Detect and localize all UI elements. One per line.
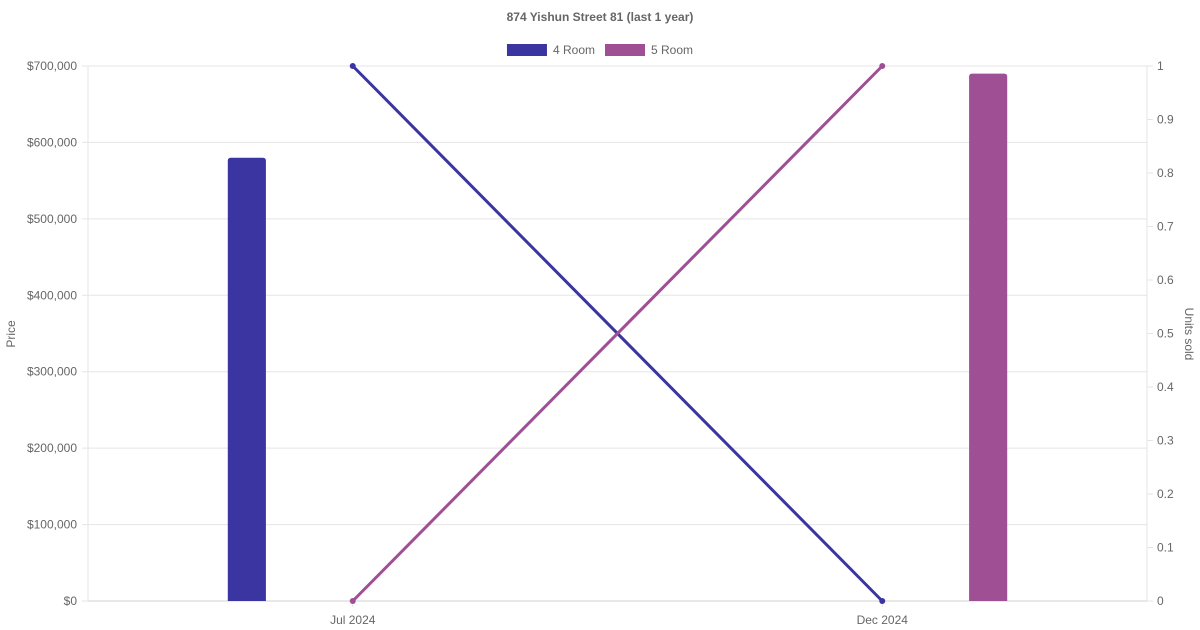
legend-swatch bbox=[506, 44, 547, 56]
y2-tick-label: 0.7 bbox=[1157, 220, 1174, 234]
line-series bbox=[349, 63, 886, 604]
y-tick-label: $100,000 bbox=[27, 518, 77, 532]
legend-swatch bbox=[605, 44, 645, 56]
y2-tick-label: 0.9 bbox=[1157, 113, 1174, 127]
bar-4-room[interactable] bbox=[227, 157, 266, 601]
y2-tick-label: 0.3 bbox=[1157, 434, 1174, 448]
point-4-room[interactable] bbox=[879, 598, 886, 604]
y2-tick-label: 1 bbox=[1157, 59, 1164, 73]
y2-tick-label: 0.2 bbox=[1157, 487, 1174, 501]
point-5-room[interactable] bbox=[349, 598, 356, 604]
legend-label: 4 Room bbox=[553, 43, 595, 57]
y2-tick-label: 0.4 bbox=[1157, 380, 1174, 394]
y-tick-label: $300,000 bbox=[27, 365, 77, 379]
y-tick-label: $500,000 bbox=[27, 212, 77, 226]
y-tick-label: $700,000 bbox=[27, 59, 77, 73]
bar-series bbox=[227, 73, 1008, 601]
bar-5-room[interactable] bbox=[969, 73, 1008, 601]
x-tick-label: Jul 2024 bbox=[330, 613, 376, 627]
y-tick-label: $600,000 bbox=[27, 135, 77, 149]
y2-axis-title: Units sold bbox=[1182, 308, 1196, 361]
point-5-room[interactable] bbox=[879, 63, 886, 69]
y2-tick-label: 0.6 bbox=[1157, 273, 1174, 287]
y2-tick-label: 0.5 bbox=[1157, 327, 1174, 341]
y-axis-title: Price bbox=[4, 320, 18, 348]
point-4-room[interactable] bbox=[349, 63, 356, 69]
x-tick-label: Dec 2024 bbox=[857, 613, 909, 627]
chart-title: 874 Yishun Street 81 (last 1 year) bbox=[507, 10, 694, 24]
y-axis-left: $0 $100,000 $200,000 $300,000 $400,000 $500,0… bbox=[27, 59, 77, 608]
legend-label: 5 Room bbox=[651, 43, 693, 57]
y2-tick-label: 0 bbox=[1157, 594, 1164, 608]
y2-tick-label: 0.1 bbox=[1157, 541, 1174, 555]
y-tick-label: $0 bbox=[64, 594, 78, 608]
x-axis: Jul 2024 Dec 2024 bbox=[330, 601, 908, 627]
y2-tick-label: 0.8 bbox=[1157, 166, 1174, 180]
line-5-room[interactable] bbox=[351, 64, 884, 603]
legend[interactable]: 4 Room 5 Room bbox=[506, 43, 693, 57]
y-tick-label: $400,000 bbox=[27, 288, 77, 302]
y-tick-label: $200,000 bbox=[27, 441, 77, 455]
y-axis-right: 0 0.1 0.2 0.3 0.4 0.5 0.6 0.7 0.8 0.9 1 bbox=[1157, 59, 1174, 608]
